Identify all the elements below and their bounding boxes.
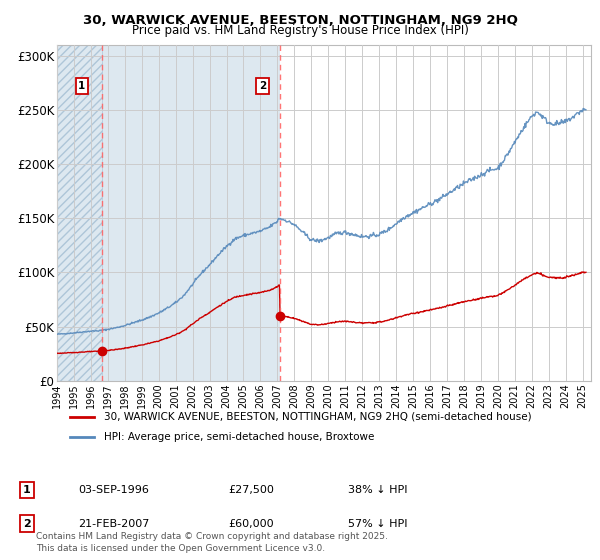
- Text: 30, WARWICK AVENUE, BEESTON, NOTTINGHAM, NG9 2HQ (semi-detached house): 30, WARWICK AVENUE, BEESTON, NOTTINGHAM,…: [104, 412, 532, 422]
- Text: 1: 1: [78, 81, 86, 91]
- Text: 21-FEB-2007: 21-FEB-2007: [78, 519, 149, 529]
- Text: HPI: Average price, semi-detached house, Broxtowe: HPI: Average price, semi-detached house,…: [104, 432, 374, 442]
- Text: £60,000: £60,000: [228, 519, 274, 529]
- Bar: [57, 45, 280, 381]
- Text: £27,500: £27,500: [228, 485, 274, 495]
- Text: Price paid vs. HM Land Registry's House Price Index (HPI): Price paid vs. HM Land Registry's House …: [131, 24, 469, 37]
- Text: 2: 2: [23, 519, 31, 529]
- Text: 38% ↓ HPI: 38% ↓ HPI: [348, 485, 407, 495]
- Text: 57% ↓ HPI: 57% ↓ HPI: [348, 519, 407, 529]
- Text: 30, WARWICK AVENUE, BEESTON, NOTTINGHAM, NG9 2HQ: 30, WARWICK AVENUE, BEESTON, NOTTINGHAM,…: [83, 14, 517, 27]
- Bar: [57, 45, 102, 381]
- Text: 03-SEP-1996: 03-SEP-1996: [78, 485, 149, 495]
- Text: Contains HM Land Registry data © Crown copyright and database right 2025.
This d: Contains HM Land Registry data © Crown c…: [36, 533, 388, 553]
- Text: 1: 1: [23, 485, 31, 495]
- Text: 2: 2: [259, 81, 266, 91]
